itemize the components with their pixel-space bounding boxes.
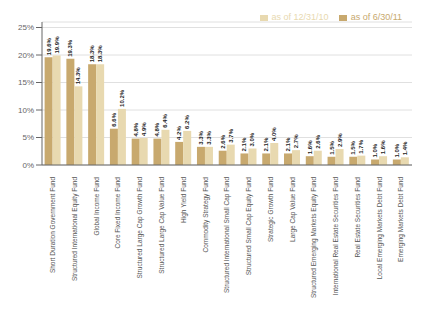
- svg-text:High Yield Fund: High Yield Fund: [180, 177, 188, 223]
- svg-text:10.2%: 10.2%: [119, 89, 125, 107]
- svg-text:3.3%: 3.3%: [198, 131, 204, 145]
- svg-text:Local Emerging Markets Debt Fu: Local Emerging Markets Debt Fund: [376, 177, 384, 280]
- svg-text:Structured Emerging Markets Eq: Structured Emerging Markets Equity Fund: [310, 177, 318, 298]
- svg-text:6.4%: 6.4%: [162, 113, 168, 127]
- svg-text:1.5%: 1.5%: [329, 140, 335, 154]
- svg-text:Core Fixed Income Fund: Core Fixed Income Fund: [114, 177, 121, 249]
- svg-text:19.6%: 19.6%: [46, 38, 52, 56]
- html-text:as of 12/31/10: as of 12/31/10: [271, 12, 329, 22]
- svg-text:Structured Large Cap Value Fun: Structured Large Cap Value Fund: [158, 177, 166, 274]
- svg-text:1.5%: 1.5%: [350, 140, 356, 154]
- svg-text:3.7%: 3.7%: [228, 128, 234, 142]
- svg-text:14.3%: 14.3%: [75, 67, 81, 85]
- svg-text:1.7%: 1.7%: [358, 139, 364, 153]
- svg-text:Real Estate Securities Fund: Real Estate Securities Fund: [354, 177, 361, 258]
- svg-text:Emerging Markets Debt Fund: Emerging Markets Debt Fund: [397, 177, 405, 262]
- svg-text:2.6%: 2.6%: [220, 134, 226, 148]
- svg-text:19.3%: 19.3%: [67, 39, 73, 57]
- svg-text:Short Duration Government Fund: Short Duration Government Fund: [49, 177, 56, 273]
- svg-text:25%: 25%: [18, 23, 34, 32]
- svg-text:Large Cap Value Fund: Large Cap Value Fund: [289, 177, 297, 242]
- svg-text:4.0%: 4.0%: [271, 127, 277, 141]
- svg-text:2.1%: 2.1%: [241, 137, 247, 151]
- svg-text:1.0%: 1.0%: [372, 143, 378, 157]
- svg-text:19.9%: 19.9%: [54, 36, 60, 54]
- svg-text:5%: 5%: [22, 133, 34, 142]
- svg-text:0%: 0%: [22, 161, 34, 170]
- svg-text:Strategic Growth Fund: Strategic Growth Fund: [267, 177, 275, 242]
- svg-text:2.9%: 2.9%: [337, 133, 343, 147]
- html-text:as of 6/30/11: as of 6/30/11: [350, 12, 402, 22]
- svg-text:3.0%: 3.0%: [249, 132, 255, 146]
- svg-text:Global Income Fund: Global Income Fund: [93, 177, 100, 236]
- svg-text:Commodity Strategy Fund: Commodity Strategy Fund: [202, 177, 210, 253]
- svg-text:20%: 20%: [18, 51, 34, 60]
- svg-text:6.2%: 6.2%: [184, 115, 190, 129]
- svg-text:4.8%: 4.8%: [154, 122, 160, 136]
- svg-text:Structured Small Cap Equity Fu: Structured Small Cap Equity Fund: [245, 177, 253, 276]
- svg-text:4.8%: 4.8%: [133, 122, 139, 136]
- svg-text:10%: 10%: [18, 106, 34, 115]
- svg-text:3.3%: 3.3%: [206, 131, 212, 145]
- svg-text:4.2%: 4.2%: [176, 126, 182, 140]
- svg-text:2.1%: 2.1%: [263, 137, 269, 151]
- svg-text:Structured Large Cap Growth Fu: Structured Large Cap Growth Fund: [136, 177, 144, 279]
- svg-text:2.6%: 2.6%: [315, 134, 321, 148]
- svg-text:15%: 15%: [18, 78, 34, 87]
- svg-text:2.7%: 2.7%: [293, 134, 299, 148]
- svg-text:6.6%: 6.6%: [111, 112, 117, 126]
- svg-text:2.1%: 2.1%: [285, 137, 291, 151]
- svg-text:1.0%: 1.0%: [394, 143, 400, 157]
- svg-text:Structured International Equit: Structured International Equity Fund: [71, 177, 79, 281]
- svg-text:1.6%: 1.6%: [380, 140, 386, 154]
- svg-text:Structured International Small: Structured International Small Cap Fund: [223, 177, 231, 293]
- svg-text:18.3%: 18.3%: [89, 45, 95, 63]
- svg-text:1.6%: 1.6%: [307, 140, 313, 154]
- svg-text:1.4%: 1.4%: [402, 141, 408, 155]
- svg-text:4.9%: 4.9%: [141, 122, 147, 136]
- svg-text:International Real Estate Secu: International Real Estate Securities Fun…: [332, 177, 339, 296]
- svg-text:18.3%: 18.3%: [97, 45, 103, 63]
